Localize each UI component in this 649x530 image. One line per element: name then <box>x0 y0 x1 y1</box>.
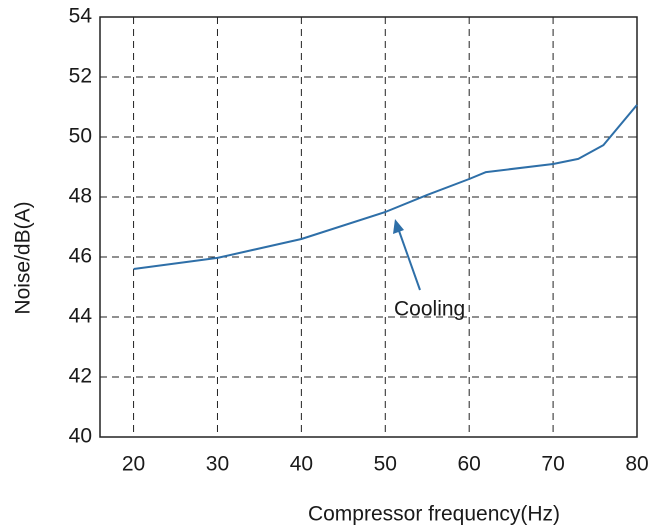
y-tick-label: 46 <box>69 245 92 268</box>
y-tick-label: 44 <box>69 305 93 328</box>
x-tick-label: 20 <box>122 453 145 476</box>
y-tick-label: 42 <box>69 365 92 388</box>
x-axis-label: Compressor frequency(Hz) <box>308 503 560 526</box>
annotation-arrow <box>397 227 421 291</box>
x-tick-label: 80 <box>625 453 648 476</box>
y-axis-label: Noise/dB(A) <box>12 201 35 314</box>
x-tick-label: 70 <box>541 453 564 476</box>
y-tick-label: 40 <box>69 425 92 448</box>
annotation-label: Cooling <box>394 298 465 321</box>
arrow-head <box>393 219 404 234</box>
x-tick-label: 50 <box>374 453 397 476</box>
line-series <box>133 104 638 270</box>
x-tick-label: 60 <box>458 453 481 476</box>
plot-frame <box>99 16 638 438</box>
y-tick-label: 48 <box>69 185 92 208</box>
y-tick-label: 52 <box>69 65 92 88</box>
y-tick-label: 54 <box>69 5 93 28</box>
y-tick-label: 50 <box>69 125 92 148</box>
x-tick-label: 30 <box>206 453 229 476</box>
x-tick-label: 40 <box>290 453 313 476</box>
